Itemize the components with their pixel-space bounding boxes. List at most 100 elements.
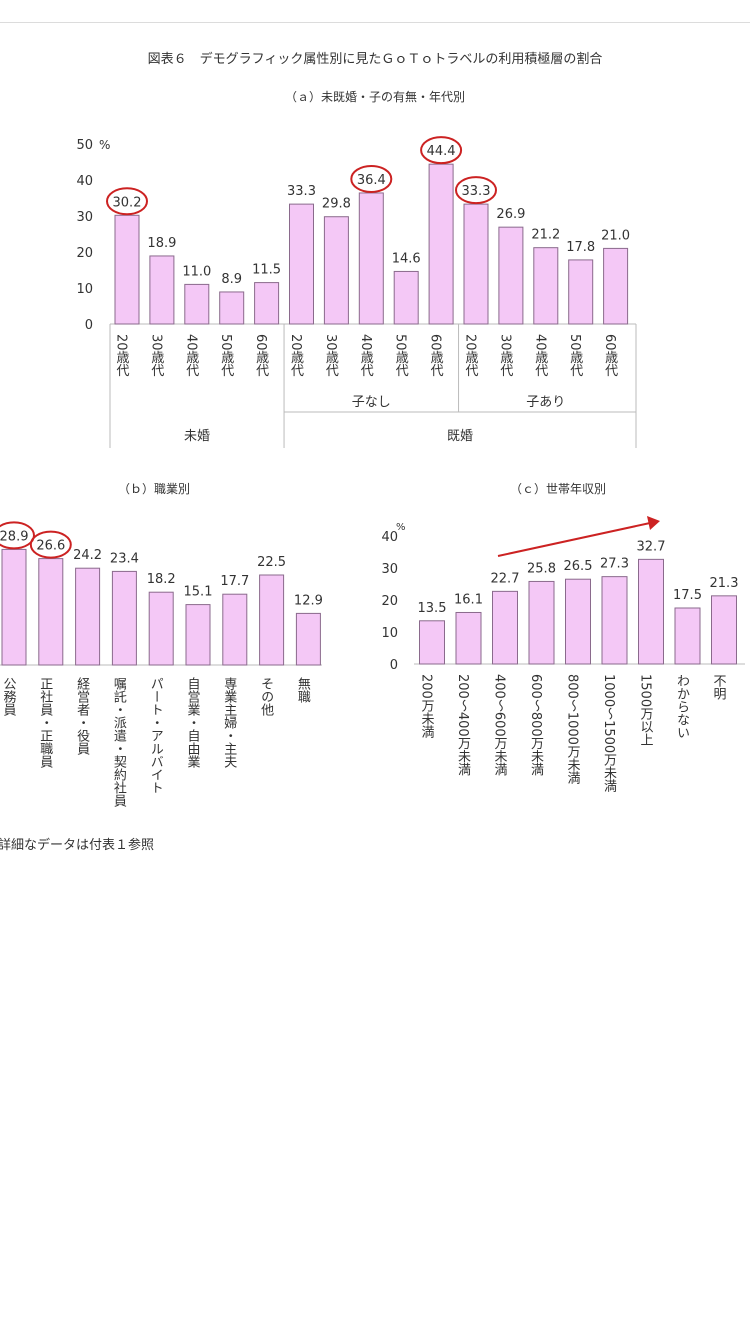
bar (185, 604, 211, 666)
category-label: パート・アルバイト (148, 677, 164, 794)
data-label: 33.3 (287, 184, 316, 199)
data-label: 30.2 (113, 195, 142, 210)
group-label-level1: 未婚 (184, 429, 210, 444)
highlight-circle (455, 176, 497, 205)
y-tick-label: 30 (381, 562, 398, 577)
data-label: 44.4 (427, 144, 456, 159)
category-label: 嘱託・派遣・契約社員 (111, 677, 127, 807)
data-label: 17.7 (220, 574, 249, 589)
highlight-circle (29, 530, 72, 559)
group-label-level2: 子なし (352, 395, 391, 410)
data-label: 21.2 (531, 228, 560, 243)
data-label: 18.2 (147, 572, 176, 587)
top-divider (0, 22, 750, 23)
chart-a-title: （ａ）未既婚・子の有無・年代別 (284, 90, 465, 104)
category-label: 20歳代 (288, 334, 304, 378)
bar (184, 283, 210, 325)
category-label: 40歳代 (358, 334, 374, 378)
footnote: 詳細なデータは付表１参照 (0, 838, 155, 853)
data-label: 28.9 (0, 529, 28, 544)
category-label: 40歳代 (183, 334, 199, 378)
bar (463, 203, 489, 325)
data-label: 21.0 (601, 228, 630, 243)
data-label: 14.6 (392, 251, 421, 266)
y-tick-label: 40 (76, 174, 93, 189)
category-label: 40歳代 (532, 334, 548, 378)
data-label: 13.5 (418, 601, 447, 616)
category-label: 30歳代 (323, 334, 339, 378)
data-label: 25.8 (527, 561, 556, 576)
y-unit-label: % (396, 522, 406, 533)
category-label: 専業主婦・主夫 (221, 677, 237, 768)
bar (259, 574, 285, 666)
y-tick-label: 50 (76, 138, 93, 153)
bar (528, 580, 555, 665)
bar (323, 216, 349, 325)
data-label: 26.6 (36, 539, 65, 554)
highlight-circle (106, 187, 148, 216)
bar (711, 595, 737, 665)
highlight-circle (420, 136, 463, 165)
bar (38, 558, 64, 666)
y-tick-label: 10 (381, 626, 398, 641)
category-label: 30歳代 (497, 334, 513, 378)
bar (498, 226, 524, 325)
category-label: 50歳代 (393, 334, 409, 378)
category-label: 800～1000万未満 (565, 674, 581, 784)
data-label: 21.3 (710, 576, 739, 591)
data-label: 26.9 (496, 207, 525, 222)
category-label: 自営業・自由業 (185, 677, 201, 768)
category-label: 1000～1500万未満 (601, 674, 617, 793)
data-label: 11.5 (252, 263, 281, 278)
category-label: わからない (674, 674, 690, 739)
data-label: 18.9 (147, 236, 176, 251)
bar (1, 548, 27, 666)
highlight-circle (350, 164, 393, 193)
bar (219, 291, 245, 325)
data-label: 15.1 (184, 585, 213, 600)
data-label: 29.8 (322, 197, 351, 212)
category-label: 無職 (295, 677, 311, 703)
bar (455, 611, 482, 665)
category-label: 600～800万未満 (528, 674, 544, 776)
bar (603, 247, 629, 325)
y-tick-label: 30 (76, 210, 93, 225)
y-tick-label: 20 (381, 594, 398, 609)
category-label: 60歳代 (428, 334, 444, 378)
data-label: 32.7 (637, 539, 666, 554)
bar (111, 570, 137, 666)
bar (254, 282, 280, 325)
category-label: 30歳代 (148, 334, 164, 378)
data-label: 12.9 (294, 593, 323, 608)
bar (601, 576, 628, 665)
data-label: 33.3 (462, 184, 491, 199)
data-label: 22.7 (491, 571, 520, 586)
y-tick-label: 0 (85, 318, 93, 333)
data-label: 17.8 (566, 240, 595, 255)
category-label: 20歳代 (114, 334, 130, 378)
category-label: 正社員・正職員 (37, 677, 53, 768)
category-label: 60歳代 (602, 334, 618, 378)
figure-title: 図表６ デモグラフィック属性別に見たＧｏＴｏトラベルの利用積極層の割合 (147, 52, 603, 67)
data-label: 11.0 (182, 264, 211, 279)
data-label: 24.2 (73, 548, 102, 563)
category-label: 20歳代 (463, 334, 479, 378)
bar (568, 259, 594, 325)
category-label: 公務員 (1, 677, 17, 716)
category-label: 1500万以上 (638, 674, 654, 746)
data-label: 22.5 (257, 555, 286, 570)
bar (75, 567, 101, 666)
category-label: 200万未満 (419, 674, 435, 738)
bar (674, 607, 701, 665)
bar (295, 612, 321, 666)
bar (492, 590, 518, 665)
category-label: 60歳代 (253, 334, 269, 378)
bar (393, 270, 419, 325)
bar (289, 203, 314, 325)
bar (222, 593, 248, 666)
category-label: 200～400万未満 (455, 674, 471, 776)
category-label: 400～600万未満 (492, 674, 508, 776)
data-label: 26.5 (564, 559, 593, 574)
group-label-level1: 既婚 (447, 429, 473, 444)
